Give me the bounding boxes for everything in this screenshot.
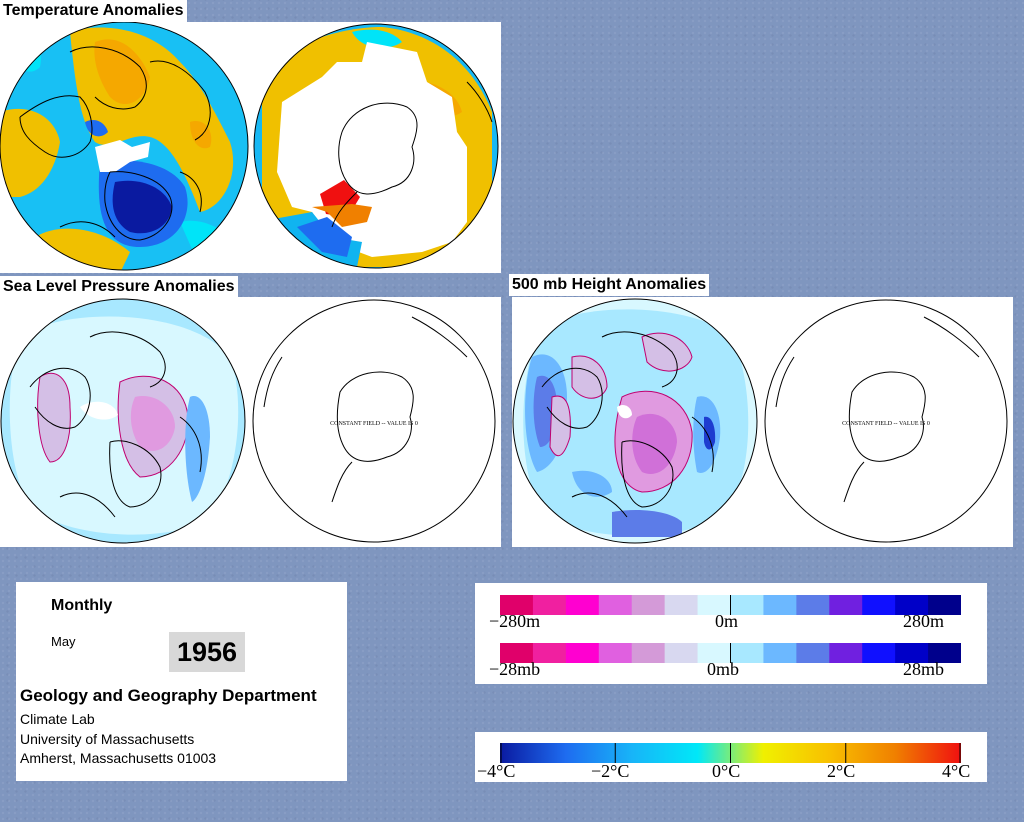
pressure-colorbar-swatch [664,643,699,663]
month-label: May [51,634,76,649]
pressure-colorbar-swatch [928,643,961,663]
temperature-title: Temperature Anomalies [0,0,187,22]
height-colorbar-swatch [763,595,797,615]
slp-north-map [0,298,246,544]
height-colorbar-swatch [500,595,534,615]
pressure-colorbar-swatch [730,643,764,663]
slp-title: Sea Level Pressure Anomalies [0,276,238,298]
pressure-label-min: −28mb [489,659,541,679]
pressure-colorbar-swatch [697,643,731,663]
temperature-colorbar [500,743,961,763]
address-line-2: University of Massachusetts [20,731,195,747]
height-label-mid: 0m [715,611,739,631]
temperature-south-map [253,23,499,269]
pressure-colorbar-swatch [565,643,600,663]
temp-label-3: 2°C [827,761,856,781]
h500-south-note: CONSTANT FIELD -- VALUE IS 0 [842,421,930,427]
height-colorbar-swatch [730,595,764,615]
height-colorbar-swatch [631,595,666,615]
h500-north-map [512,298,758,544]
pressure-colorbar-swatch [829,643,863,663]
temp-label-0: −4°C [477,761,516,781]
pressure-colorbar-swatch [895,643,929,663]
pressure-colorbar-swatch [796,643,830,663]
department-label: Geology and Geography Department [20,686,317,705]
height-colorbar-swatch [796,595,830,615]
height-colorbar [500,595,961,615]
height-colorbar-swatch [862,595,896,615]
height-colorbar-swatch [895,595,929,615]
pressure-colorbar-swatch [763,643,797,663]
pressure-colorbar-swatch [500,643,534,663]
height-label-max: 280m [903,611,945,631]
height-colorbar-swatch [928,595,961,615]
pressure-colorbar-swatch [532,643,567,663]
h500-title: 500 mb Height Anomalies [509,274,710,296]
height-label-min: −280m [489,611,541,631]
temperature-legend: −4°C −2°C 0°C 2°C 4°C [475,732,987,782]
height-colorbar-swatch [532,595,567,615]
pressure-label-mid: 0mb [707,659,740,679]
temp-label-1: −2°C [591,761,630,781]
pressure-label-max: 28mb [903,659,945,679]
pressure-colorbar [500,643,961,663]
temp-label-4: 4°C [942,761,971,781]
address-line-3: Amherst, Massachusetts 01003 [20,750,217,766]
height-pressure-legend: −280m 0m 280m −28mb 0mb 28mb [475,583,987,684]
height-colorbar-swatch [598,595,633,615]
height-colorbar-swatch [697,595,731,615]
pressure-colorbar-swatch [631,643,666,663]
pressure-colorbar-swatch [598,643,633,663]
pressure-colorbar-swatch [862,643,896,663]
info-box: Monthly May 1956 Geology and Geography D… [16,582,347,781]
period-label: Monthly [51,597,113,614]
height-colorbar-swatch [829,595,863,615]
h500-south-map: CONSTANT FIELD -- VALUE IS 0 [764,299,1008,543]
temp-label-2: 0°C [712,761,741,781]
slp-south-map: CONSTANT FIELD -- VALUE IS 0 [252,299,496,543]
slp-south-note: CONSTANT FIELD -- VALUE IS 0 [330,421,418,427]
address-line-1: Climate Lab [20,711,95,727]
temperature-north-map [0,22,249,271]
year-label: 1956 [169,632,245,672]
height-colorbar-swatch [664,595,699,615]
height-colorbar-swatch [565,595,600,615]
